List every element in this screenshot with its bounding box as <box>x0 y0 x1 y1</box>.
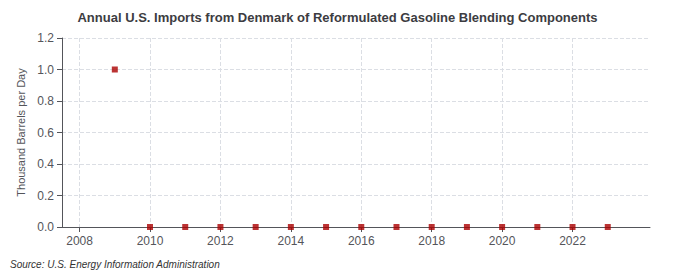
svg-text:Annual U.S. Imports from Denma: Annual U.S. Imports from Denmark of Refo… <box>77 10 597 25</box>
svg-text:2022: 2022 <box>559 234 586 248</box>
svg-text:2014: 2014 <box>278 234 305 248</box>
svg-text:2020: 2020 <box>489 234 516 248</box>
svg-text:1.2: 1.2 <box>37 31 54 45</box>
svg-text:Thousand Barrels per Day: Thousand Barrels per Day <box>15 68 27 197</box>
svg-text:1.0: 1.0 <box>37 63 54 77</box>
svg-text:2016: 2016 <box>348 234 375 248</box>
svg-text:0.6: 0.6 <box>37 126 54 140</box>
svg-text:0.4: 0.4 <box>37 157 54 171</box>
svg-text:0.8: 0.8 <box>37 94 54 108</box>
svg-text:Source: U.S. Energy Informatio: Source: U.S. Energy Information Administ… <box>10 259 220 270</box>
svg-text:0.0: 0.0 <box>37 220 54 234</box>
svg-text:0.2: 0.2 <box>37 189 54 203</box>
svg-text:2018: 2018 <box>418 234 445 248</box>
svg-text:2010: 2010 <box>137 234 164 248</box>
svg-text:2012: 2012 <box>207 234 234 248</box>
svg-text:2008: 2008 <box>66 234 93 248</box>
